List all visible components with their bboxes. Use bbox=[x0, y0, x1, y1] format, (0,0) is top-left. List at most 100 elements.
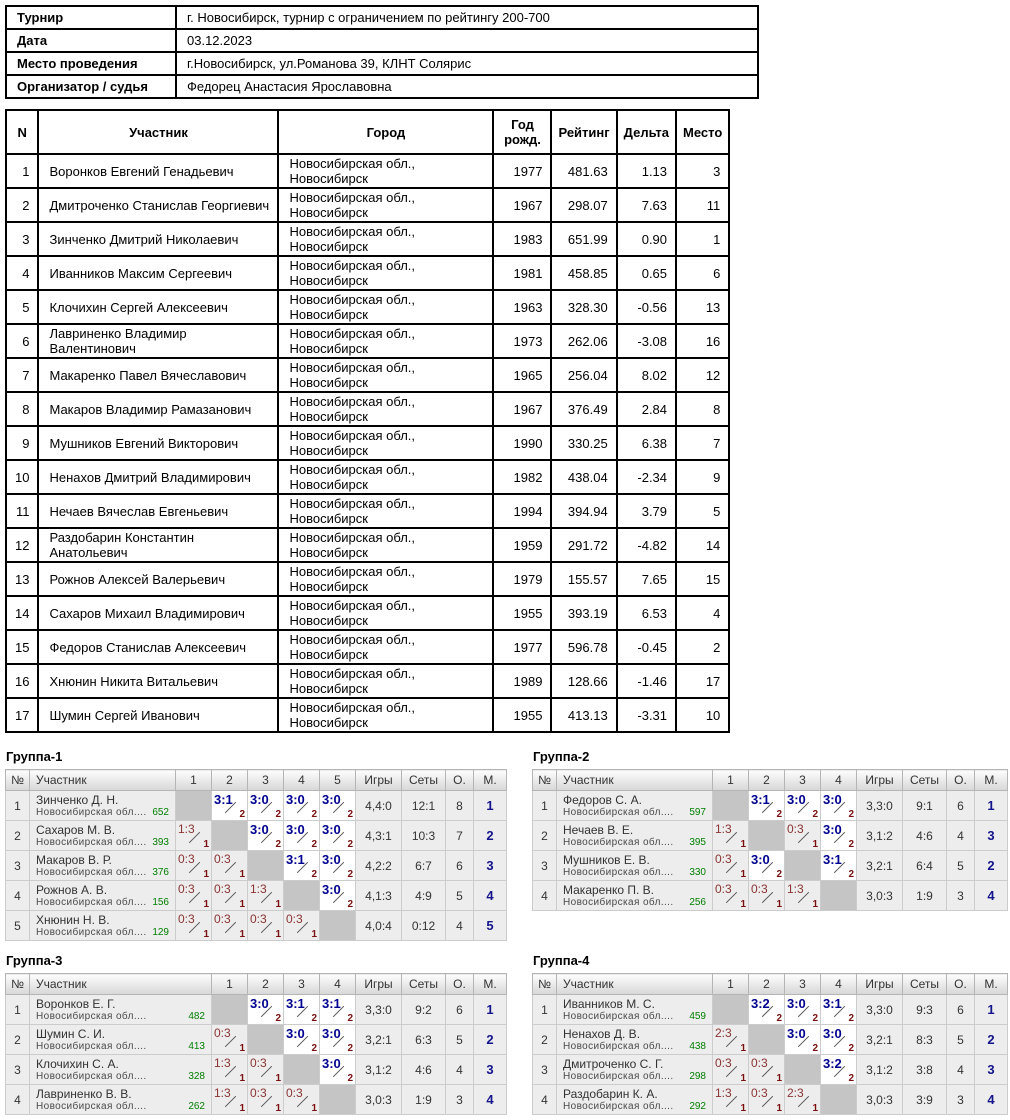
info-table-body: Турнир г. Новосибирск, турнир с ограничен… bbox=[5, 5, 759, 99]
cell-city: Новосибирская обл., Новосибирск bbox=[277, 255, 495, 291]
score-text: 1:3 bbox=[178, 822, 195, 836]
score-points: 1 bbox=[740, 869, 746, 880]
table-row: 14 Сахаров Михаил Владимирович Новосибирск… bbox=[4, 595, 731, 631]
cell-place: 1 bbox=[974, 994, 1008, 1025]
cell-n: 12 bbox=[4, 527, 40, 563]
cell-sets: 6:3 bbox=[401, 1024, 446, 1055]
score-points: 1 bbox=[203, 929, 209, 940]
table-row: 3 Зинченко Дмитрий Николаевич Новосибирска… bbox=[4, 221, 731, 257]
cell-delta: 0.90 bbox=[615, 221, 678, 257]
cell-num: 4 bbox=[532, 1084, 557, 1115]
cell-points: 5 bbox=[946, 1024, 975, 1055]
score-points: 2 bbox=[848, 1013, 854, 1024]
cell-participant: Сахаров М. В. Новосибирская обл.... 393 bbox=[29, 820, 176, 851]
cell-name: Дмитроченко Станислав Георгиевич bbox=[37, 187, 280, 223]
score-text: 1:3 bbox=[250, 882, 267, 896]
info-label: Дата bbox=[5, 28, 177, 53]
participant-region: Новосибирская обл.... bbox=[36, 896, 147, 908]
group-header-points: О. bbox=[445, 973, 474, 995]
info-value: 03.12.2023 bbox=[175, 28, 759, 53]
group-row: 3 Мушников Е. В. Новосибирская обл.... 330 0… bbox=[532, 850, 1008, 881]
participant-name: Раздобарин К. А. bbox=[563, 1086, 658, 1101]
cell-city: Новосибирская обл., Новосибирск bbox=[277, 425, 495, 461]
cell-city: Новосибирская обл., Новосибирск bbox=[277, 357, 495, 393]
cell-points: 3 bbox=[445, 1084, 474, 1115]
cell-points: 4 bbox=[445, 1054, 474, 1085]
main-table-header-row: N Участник Город Год рожд. Рейтинг Дельта Мест… bbox=[4, 109, 731, 155]
cell-points: 6 bbox=[946, 790, 975, 821]
group-header-match: 1 bbox=[712, 973, 749, 995]
score-text: 0:3 bbox=[178, 882, 195, 896]
cell-year: 1994 bbox=[492, 493, 553, 529]
cell-num: 2 bbox=[532, 1024, 557, 1055]
cell-participant: Иванников М. С. Новосибирская обл.... 459 bbox=[556, 994, 713, 1025]
participant-rating: 156 bbox=[152, 896, 169, 908]
participant-rating: 413 bbox=[188, 1040, 205, 1052]
score-points: 2 bbox=[347, 1043, 353, 1054]
score-text: 0:3 bbox=[286, 1086, 303, 1100]
cell-place: 3 bbox=[974, 820, 1008, 851]
participant-rating: 328 bbox=[188, 1070, 205, 1082]
cell-sets: 6:4 bbox=[902, 850, 947, 881]
cell-rating: 651.99 bbox=[550, 221, 618, 257]
group-header-points: О. bbox=[946, 973, 975, 995]
cell-sets: 4:6 bbox=[902, 820, 947, 851]
participant-name: Нечаев В. Е. bbox=[563, 822, 634, 837]
cell-points: 8 bbox=[445, 790, 474, 821]
main-table-head: N Участник Город Год рожд. Рейтинг Дельта Мест… bbox=[4, 109, 731, 155]
cell-n: 4 bbox=[4, 255, 40, 291]
score-cell: 1:3 1 bbox=[712, 820, 749, 851]
cell-points: 3 bbox=[946, 1084, 975, 1115]
cell-place: 3 bbox=[974, 1054, 1008, 1085]
cell-place: 5 bbox=[675, 493, 731, 529]
group-header-match: 1 bbox=[175, 769, 212, 791]
score-cell: 0:3 1 bbox=[211, 910, 248, 941]
cell-points: 6 bbox=[445, 850, 474, 881]
score-points: 2 bbox=[848, 869, 854, 880]
cell-city: Новосибирская обл., Новосибирск bbox=[277, 663, 495, 699]
score-points: 2 bbox=[311, 869, 317, 880]
participant-sub: Новосибирская обл.... 395 bbox=[563, 837, 708, 849]
score-cell: 3:0 2 bbox=[319, 820, 356, 851]
score-points: 2 bbox=[311, 1043, 317, 1054]
score-cell: 0:3 1 bbox=[748, 880, 785, 911]
cell-participant: Макаренко П. В. Новосибирская обл.... 256 bbox=[556, 880, 713, 911]
cell-delta: -3.08 bbox=[615, 323, 678, 359]
participant-sub: Новосибирская обл.... 129 bbox=[36, 927, 171, 939]
score-cell: 0:3 1 bbox=[712, 850, 749, 881]
cell-place: 11 bbox=[675, 187, 731, 223]
group-header-games: Игры bbox=[856, 973, 903, 995]
score-cell: 3:2 2 bbox=[820, 1054, 857, 1085]
score-points: 2 bbox=[848, 809, 854, 820]
cell-sets: 1:9 bbox=[401, 1084, 446, 1115]
cell-n: 10 bbox=[4, 459, 40, 495]
participant-name: Клочихин С. А. bbox=[36, 1056, 119, 1071]
score-text: 3:0 bbox=[751, 852, 770, 867]
participant-name: Зинченко Д. Н. bbox=[36, 792, 119, 807]
score-text: 3:1 bbox=[286, 996, 305, 1011]
group-header-row: № Участник 1 2 3 4 Игры Сеты О. М. bbox=[5, 973, 507, 995]
score-text: 3:0 bbox=[322, 792, 341, 807]
cell-num: 4 bbox=[532, 880, 557, 911]
cell-sets: 9:1 bbox=[902, 790, 947, 821]
score-text: 3:2 bbox=[751, 996, 770, 1011]
cell-rating: 438.04 bbox=[550, 459, 618, 495]
score-text: 3:1 bbox=[286, 852, 305, 867]
cell-participant: Раздобарин К. А. Новосибирская обл.... 292 bbox=[556, 1084, 713, 1115]
participant-sub: Новосибирская обл.... 330 bbox=[563, 867, 708, 879]
score-text: 0:3 bbox=[751, 1056, 768, 1070]
cell-num: 1 bbox=[532, 994, 557, 1025]
group-row: 4 Раздобарин К. А. Новосибирская обл.... 29… bbox=[532, 1084, 1008, 1115]
group-header-match: 2 bbox=[211, 769, 248, 791]
info-row: Организатор / судья Федорец Анастасия Яро… bbox=[5, 74, 759, 99]
score-cell-self bbox=[784, 850, 821, 881]
cell-place: 3 bbox=[473, 1054, 507, 1085]
table-row: 12 Раздобарин Константин Анатольевич Новос… bbox=[4, 527, 731, 563]
cell-place: 4 bbox=[473, 880, 507, 911]
cell-n: 2 bbox=[4, 187, 40, 223]
cell-place: 4 bbox=[974, 880, 1008, 911]
score-points: 2 bbox=[812, 809, 818, 820]
cell-rating: 328.30 bbox=[550, 289, 618, 325]
cell-year: 1983 bbox=[492, 221, 553, 257]
score-points: 2 bbox=[347, 899, 353, 910]
